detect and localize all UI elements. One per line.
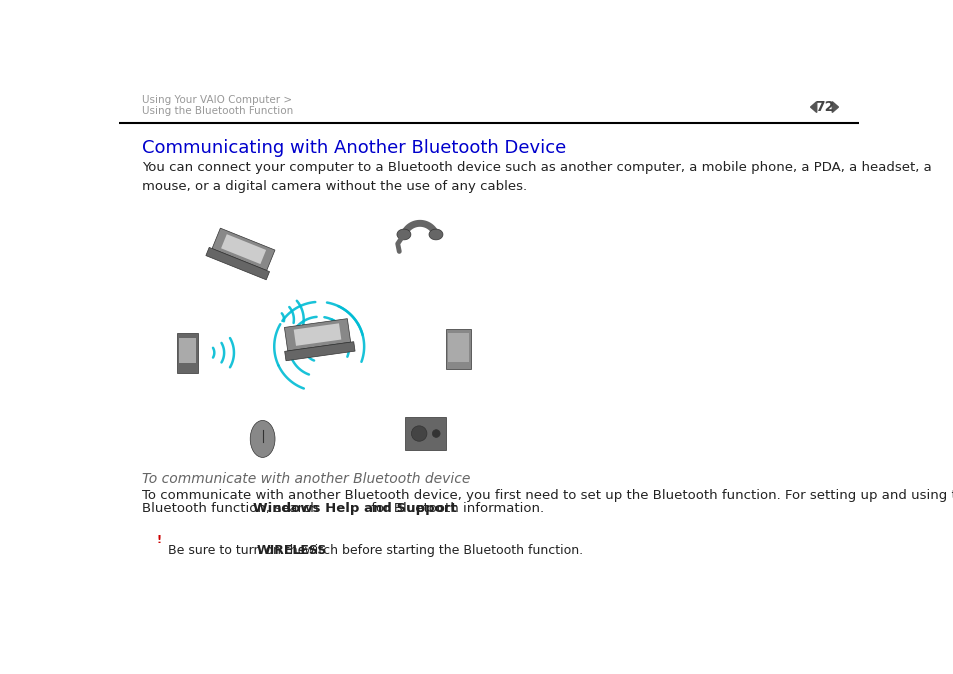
Text: Communicating with Another Bluetooth Device: Communicating with Another Bluetooth Dev… <box>142 139 566 156</box>
Ellipse shape <box>396 229 411 240</box>
Text: 72: 72 <box>814 100 833 114</box>
Polygon shape <box>831 102 838 113</box>
Circle shape <box>411 426 427 441</box>
Text: Windows Help and Support: Windows Help and Support <box>253 502 456 515</box>
Text: Bluetooth function, search: Bluetooth function, search <box>142 502 323 515</box>
Polygon shape <box>284 319 351 351</box>
Text: !: ! <box>156 535 161 545</box>
Text: switch before starting the Bluetooth function.: switch before starting the Bluetooth fun… <box>294 545 582 557</box>
Text: You can connect your computer to a Bluetooth device such as another computer, a : You can connect your computer to a Bluet… <box>142 161 931 193</box>
Circle shape <box>432 430 439 437</box>
Polygon shape <box>810 102 816 113</box>
Bar <box>405 417 445 450</box>
Polygon shape <box>294 324 341 346</box>
Bar <box>448 333 469 362</box>
Ellipse shape <box>250 421 274 458</box>
Text: WIRELESS: WIRELESS <box>256 545 326 557</box>
Text: Using Your VAIO Computer >: Using Your VAIO Computer > <box>142 95 293 104</box>
Polygon shape <box>206 247 270 280</box>
Text: To communicate with another Bluetooth device: To communicate with another Bluetooth de… <box>142 472 471 486</box>
Text: To communicate with another Bluetooth device, you first need to set up the Bluet: To communicate with another Bluetooth de… <box>142 489 953 502</box>
Bar <box>445 329 471 369</box>
Text: Be sure to turn on the: Be sure to turn on the <box>168 545 309 557</box>
Text: for Bluetooth information.: for Bluetooth information. <box>367 502 544 515</box>
Polygon shape <box>284 342 355 361</box>
Text: Using the Bluetooth Function: Using the Bluetooth Function <box>142 106 294 117</box>
Polygon shape <box>221 234 266 264</box>
Bar <box>179 338 195 363</box>
Polygon shape <box>212 228 274 270</box>
Bar <box>176 333 198 373</box>
Ellipse shape <box>429 229 442 240</box>
